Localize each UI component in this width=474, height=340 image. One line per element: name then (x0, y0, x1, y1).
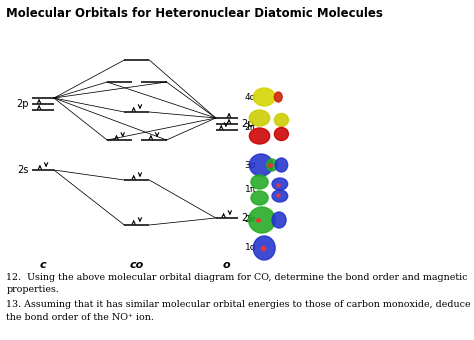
Text: Molecular Orbitals for Heteronuclear Diatomic Molecules: Molecular Orbitals for Heteronuclear Dia… (6, 7, 383, 20)
Ellipse shape (253, 236, 275, 260)
Text: 4σ: 4σ (245, 92, 256, 102)
Ellipse shape (272, 190, 288, 202)
Ellipse shape (249, 128, 270, 144)
Ellipse shape (253, 88, 275, 106)
Ellipse shape (248, 207, 275, 233)
Ellipse shape (274, 114, 289, 126)
Text: 1σ: 1σ (245, 243, 256, 253)
Text: 2p: 2p (17, 99, 29, 109)
Text: 2s: 2s (241, 213, 252, 223)
Ellipse shape (275, 158, 288, 172)
Ellipse shape (274, 128, 289, 140)
Text: 13. Assuming that it has similar molecular orbital energies to those of carbon m: 13. Assuming that it has similar molecul… (6, 300, 471, 322)
Text: co: co (130, 260, 144, 270)
Text: 2p: 2p (241, 119, 253, 129)
Ellipse shape (251, 191, 268, 205)
Ellipse shape (251, 175, 268, 189)
Text: 3σ: 3σ (245, 160, 256, 170)
Text: 2σ: 2σ (245, 216, 256, 224)
Ellipse shape (266, 159, 277, 171)
Text: 2s: 2s (18, 165, 29, 175)
Ellipse shape (274, 92, 282, 102)
Ellipse shape (272, 212, 286, 228)
Text: 2π: 2π (245, 122, 256, 132)
Text: 1π: 1π (245, 186, 256, 194)
Text: c: c (40, 260, 46, 270)
Ellipse shape (249, 110, 270, 126)
Text: 12.  Using the above molecular orbital diagram for CO, determine the bond order : 12. Using the above molecular orbital di… (6, 273, 468, 294)
Ellipse shape (272, 178, 288, 190)
Text: o: o (223, 260, 230, 270)
Ellipse shape (249, 154, 273, 176)
